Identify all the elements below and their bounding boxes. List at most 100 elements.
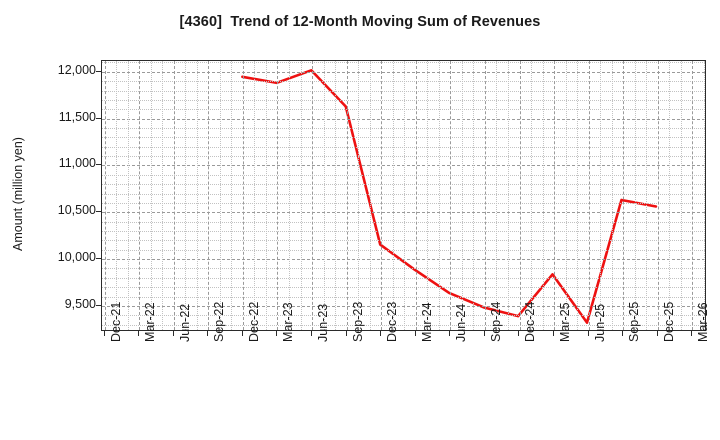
plot-area xyxy=(101,60,706,331)
gridline-vertical-major xyxy=(484,61,486,330)
gridline-vertical-major xyxy=(692,61,694,330)
series-line-layer xyxy=(241,69,658,324)
gridline-vertical-minor xyxy=(231,61,233,330)
series-line-revenues xyxy=(241,69,658,324)
gridline-vertical-minor xyxy=(127,61,129,330)
gridline-horizontal-minor xyxy=(102,81,705,83)
y-axis-tick-label: 10,500 xyxy=(57,203,96,218)
gridline-vertical-minor xyxy=(473,61,475,330)
gridline-horizontal-minor xyxy=(102,277,705,279)
gridline-horizontal-major xyxy=(102,305,705,307)
x-axis-tick-mark xyxy=(518,331,520,336)
x-axis-tick-mark xyxy=(449,331,451,336)
gridline-vertical-minor xyxy=(254,61,256,330)
x-axis-tick-label: Sep-23 xyxy=(350,301,365,342)
y-axis-tick-marks xyxy=(96,0,109,440)
gridline-vertical-major xyxy=(554,61,555,330)
x-axis-tick-mark xyxy=(691,331,693,336)
gridline-horizontal-major xyxy=(102,259,705,261)
y-axis-tick-label: 11,500 xyxy=(58,109,96,124)
y-axis-tick-label: 11,000 xyxy=(58,156,96,171)
gridline-vertical-minor xyxy=(335,61,336,330)
gridline-horizontal-minor xyxy=(102,137,705,139)
gridline-horizontal-minor xyxy=(102,202,705,204)
y-axis-tick-mark xyxy=(96,117,101,119)
gridline-horizontal-minor xyxy=(102,184,705,186)
x-axis-tick-label: Dec-22 xyxy=(246,301,261,342)
gridline-vertical-major xyxy=(277,61,279,330)
gridline-horizontal-minor xyxy=(102,156,705,157)
y-axis-tick-mark xyxy=(96,70,101,72)
x-axis-tick-label: Dec-23 xyxy=(385,301,400,342)
gridline-vertical-minor xyxy=(634,61,636,330)
x-axis-tick-mark xyxy=(553,331,555,336)
gridline-vertical-major xyxy=(623,61,625,330)
gridline-vertical-major xyxy=(657,61,659,330)
x-axis-tick-label: Sep-22 xyxy=(212,301,227,342)
x-axis-tick-label: Mar-26 xyxy=(696,302,711,342)
y-axis-tick-labels: 9,500 10,000 10,500 11,000 11,500 12,000 xyxy=(36,0,96,440)
gridline-vertical-minor xyxy=(542,61,544,330)
x-axis-tick-mark xyxy=(483,331,485,336)
x-axis-tick-label: Mar-25 xyxy=(558,302,573,342)
gridline-horizontal-minor xyxy=(102,249,705,251)
x-axis-tick-mark xyxy=(103,331,105,336)
x-axis-tick-mark xyxy=(138,331,140,336)
x-axis-tick-label: Dec-24 xyxy=(523,301,538,342)
gridline-vertical-major xyxy=(415,61,417,330)
y-axis-tick-mark xyxy=(96,164,101,166)
gridline-horizontal-minor xyxy=(102,287,705,289)
gridline-vertical-minor xyxy=(577,61,579,330)
gridline-vertical-minor xyxy=(531,61,532,330)
gridline-horizontal-minor xyxy=(102,109,705,111)
gridline-vertical-minor xyxy=(116,61,117,330)
gridline-horizontal-major xyxy=(102,212,705,214)
gridline-horizontal-minor xyxy=(102,99,705,101)
gridline-horizontal-minor xyxy=(102,193,705,195)
gridline-vertical-minor xyxy=(461,61,463,330)
gridline-vertical-major xyxy=(588,61,590,330)
gridline-horizontal-minor xyxy=(102,231,705,232)
gridline-vertical-minor xyxy=(703,61,705,330)
gridline-horizontal-minor xyxy=(102,221,705,223)
y-axis-tick-label: 10,000 xyxy=(57,250,96,265)
gridline-vertical-major xyxy=(242,61,244,330)
y-axis-title: Amount (million yen) xyxy=(11,137,25,251)
gridline-vertical-minor xyxy=(300,61,302,330)
gridline-vertical-minor xyxy=(150,61,152,330)
x-axis-tick-label: Sep-24 xyxy=(488,301,503,342)
gridline-vertical-minor xyxy=(646,61,648,330)
x-axis-tick-mark xyxy=(587,331,589,336)
x-axis-tick-label: Jun-23 xyxy=(315,303,330,342)
gridline-horizontal-minor xyxy=(102,240,705,242)
gridline-vertical-minor xyxy=(680,61,682,330)
gridline-vertical-minor xyxy=(669,61,671,330)
gridline-vertical-major xyxy=(381,61,383,330)
gridline-horizontal-minor xyxy=(102,315,705,317)
gridline-vertical-minor xyxy=(196,61,198,330)
gridline-vertical-major xyxy=(519,61,521,330)
gridline-vertical-minor xyxy=(438,61,440,330)
gridline-horizontal-minor xyxy=(102,62,705,64)
gridline-vertical-major xyxy=(346,61,348,330)
gridline-horizontal-minor xyxy=(102,296,705,298)
gridline-vertical-minor xyxy=(265,61,267,330)
x-axis-tick-label: Jun-25 xyxy=(592,303,607,342)
x-axis-tick-labels: Dec-21 Mar-22 Jun-22 Sep-22 Dec-22 Mar-23 Jun-… xyxy=(0,302,720,437)
x-axis-tick-label: Jun-22 xyxy=(177,303,192,342)
y-axis-tick-label: 12,000 xyxy=(57,62,96,77)
gridline-horizontal-minor xyxy=(102,268,705,270)
gridline-vertical-minor xyxy=(185,61,187,330)
x-axis-tick-mark xyxy=(241,331,243,336)
x-axis-tick-mark xyxy=(656,331,658,336)
y-axis-tick-label: 9,500 xyxy=(64,296,96,311)
gridline-horizontal-minor xyxy=(102,90,705,92)
gridline-vertical-minor xyxy=(358,61,360,330)
x-axis-tick-mark xyxy=(622,331,624,336)
gridline-vertical-major xyxy=(312,61,313,330)
gridline-horizontal-minor xyxy=(102,128,705,129)
gridline-vertical-minor xyxy=(427,61,429,330)
gridline-vertical-major xyxy=(173,61,175,330)
gridline-vertical-minor xyxy=(219,61,221,330)
